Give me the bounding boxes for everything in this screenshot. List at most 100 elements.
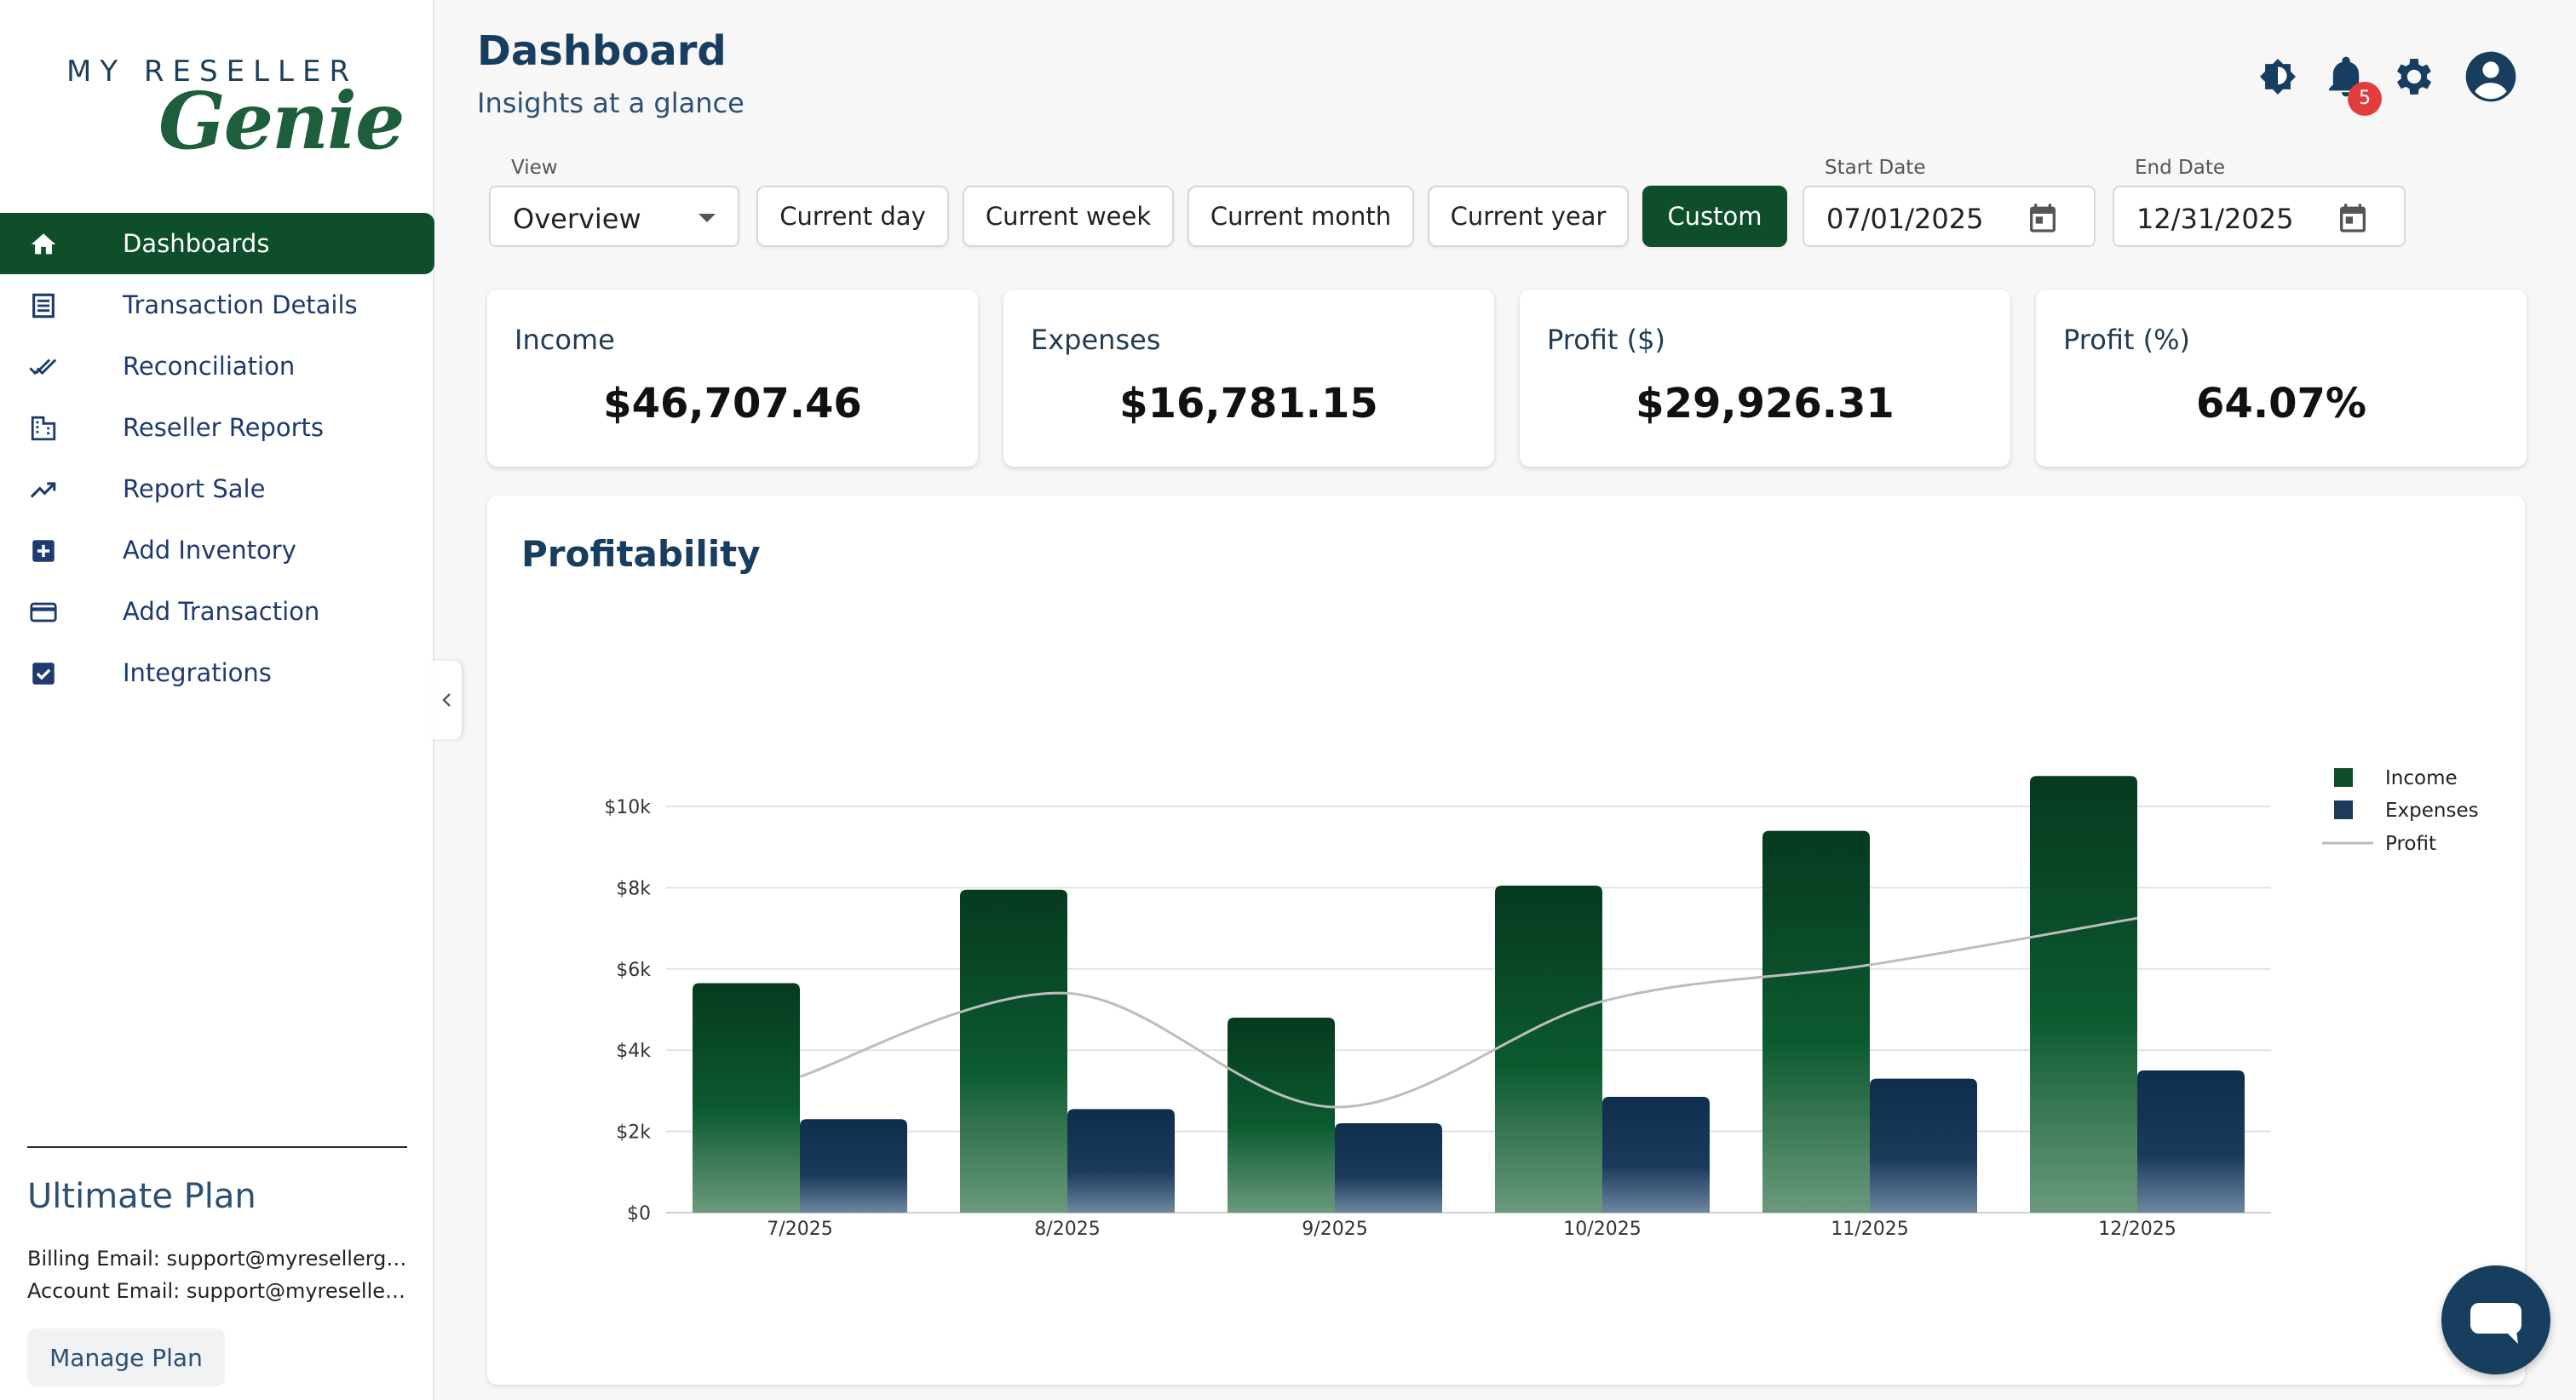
income-bar	[693, 983, 800, 1213]
card-title: Profit (%)	[2063, 324, 2191, 356]
legend-income-label: Income	[2385, 767, 2458, 789]
profit-percent-card: Profit (%) 64.07%	[2036, 290, 2527, 467]
x-tick-label: 8/2025	[1034, 1219, 1100, 1240]
income-bar	[2030, 776, 2137, 1213]
sidebar: MY RESELLER Genie Dashboards Transaction…	[0, 0, 434, 1400]
sidebar-item-integrations[interactable]: Integrations	[0, 642, 434, 703]
legend-income-swatch	[2334, 768, 2353, 787]
sidebar-item-label: Dashboards	[123, 229, 270, 258]
sidebar-item-reconciliation[interactable]: Reconciliation	[0, 336, 434, 397]
account-email: Account Email: support@myresellerge...	[27, 1279, 407, 1303]
sidebar-item-add-transaction[interactable]: Add Transaction	[0, 581, 434, 642]
card-title: Income	[515, 324, 615, 356]
card-title: Profit ($)	[1547, 324, 1665, 356]
collapse-sidebar-button[interactable]	[433, 661, 462, 739]
range-current-week-button[interactable]: Current week	[963, 186, 1174, 247]
x-tick-label: 10/2025	[1563, 1219, 1641, 1240]
sidebar-item-label: Integrations	[123, 658, 272, 687]
range-custom-button[interactable]: Custom	[1642, 186, 1787, 247]
sidebar-item-label: Add Transaction	[123, 597, 320, 626]
chart-title: Profitability	[521, 533, 761, 575]
x-tick-label: 12/2025	[2098, 1219, 2176, 1240]
y-tick-label: $4k	[616, 1041, 651, 1062]
y-tick-label: $6k	[616, 960, 651, 981]
y-tick-label: $10k	[604, 797, 651, 818]
end-date-field[interactable]: 12/31/2025	[2113, 186, 2406, 247]
receipt-icon	[32, 293, 55, 318]
sidebar-item-report-sale[interactable]: Report Sale	[0, 458, 434, 519]
profitability-chart: $0 $2k $4k $6k $8k $10k 7/2025 8/2025 9/2025 10/2…	[604, 767, 2479, 1240]
chevron-down-icon	[699, 214, 716, 222]
logo-line1: MY RESELLER	[66, 55, 359, 89]
calendar-icon[interactable]	[2026, 201, 2060, 235]
page-subtitle: Insights at a glance	[477, 87, 745, 119]
income-bar	[960, 889, 1067, 1213]
sidebar-item-add-inventory[interactable]: Add Inventory	[0, 519, 434, 581]
trending-up-icon	[30, 482, 56, 498]
start-date-field[interactable]: 07/01/2025	[1803, 186, 2096, 247]
expenses-bar	[1067, 1109, 1175, 1213]
end-date-value: 12/31/2025	[2136, 203, 2294, 235]
plan-divider	[27, 1146, 407, 1148]
legend-profit-label: Profit	[2385, 833, 2436, 855]
gear-icon[interactable]	[2390, 53, 2438, 100]
profitability-chart-card: Profitability $0 $2k $4k $6k $8k $10k 7/2025 8/…	[487, 496, 2525, 1385]
chat-button[interactable]	[2441, 1265, 2550, 1374]
account-icon[interactable]	[2464, 49, 2518, 104]
y-tick-label: $2k	[616, 1122, 651, 1144]
x-tick-label: 9/2025	[1302, 1219, 1367, 1240]
start-date-value: 07/01/2025	[1826, 203, 1984, 235]
page-title: Dashboard	[477, 27, 727, 75]
credit-card-icon	[30, 602, 57, 623]
sidebar-item-label: Reconciliation	[123, 352, 296, 381]
checkbox-icon	[32, 663, 55, 685]
expenses-bar	[2137, 1070, 2245, 1213]
expenses-bar	[1602, 1097, 1710, 1213]
manage-plan-button[interactable]: Manage Plan	[27, 1328, 225, 1386]
legend-expenses-swatch	[2334, 800, 2353, 819]
sidebar-item-label: Reseller Reports	[123, 413, 324, 442]
sidebar-item-dashboards[interactable]: Dashboards	[0, 213, 434, 274]
brightness-icon[interactable]	[2254, 53, 2302, 100]
sidebar-item-reseller-reports[interactable]: Reseller Reports	[0, 397, 434, 458]
profit-dollar-card: Profit ($) $29,926.31	[1520, 290, 2010, 467]
sidebar-item-label: Report Sale	[123, 474, 266, 503]
building-icon	[31, 416, 56, 441]
profit-line	[799, 916, 2138, 1109]
income-bar	[1762, 830, 1870, 1213]
range-current-day-button[interactable]: Current day	[756, 186, 949, 247]
expenses-bar	[1335, 1123, 1442, 1213]
end-date-label: End Date	[2135, 157, 2225, 179]
view-select[interactable]: Overview	[489, 186, 739, 247]
card-value: 64.07%	[2196, 380, 2366, 427]
income-card: Income $46,707.46	[487, 290, 978, 467]
expenses-card: Expenses $16,781.15	[1003, 290, 1494, 467]
income-bar	[1495, 886, 1602, 1213]
card-value: $16,781.15	[1119, 380, 1378, 427]
sidebar-item-transaction-details[interactable]: Transaction Details	[0, 274, 434, 336]
x-tick-label: 11/2025	[1831, 1219, 1908, 1240]
expenses-bar	[800, 1119, 907, 1213]
income-bar	[1228, 1018, 1335, 1213]
range-current-month-button[interactable]: Current month	[1187, 186, 1414, 247]
sidebar-item-label: Add Inventory	[123, 536, 296, 565]
range-current-year-button[interactable]: Current year	[1428, 186, 1629, 247]
card-value: $46,707.46	[603, 380, 862, 427]
view-select-value: Overview	[513, 203, 641, 235]
plan-title: Ultimate Plan	[27, 1177, 256, 1216]
start-date-label: Start Date	[1825, 157, 1926, 179]
y-tick-label: $8k	[616, 878, 651, 899]
chevron-left-icon	[442, 693, 451, 707]
calendar-icon[interactable]	[2336, 201, 2370, 235]
add-box-icon	[32, 540, 55, 562]
view-label: View	[511, 157, 558, 179]
y-tick-label: $0	[627, 1203, 651, 1225]
double-check-icon	[29, 359, 57, 376]
app-logo[interactable]: MY RESELLER Genie	[66, 55, 405, 174]
card-value: $29,926.31	[1636, 380, 1895, 427]
legend-expenses-label: Expenses	[2385, 800, 2479, 822]
sidebar-item-label: Transaction Details	[123, 290, 358, 319]
notification-badge: 5	[2348, 82, 2382, 116]
card-title: Expenses	[1031, 324, 1161, 356]
billing-email: Billing Email: support@myresellergeni...	[27, 1247, 407, 1271]
